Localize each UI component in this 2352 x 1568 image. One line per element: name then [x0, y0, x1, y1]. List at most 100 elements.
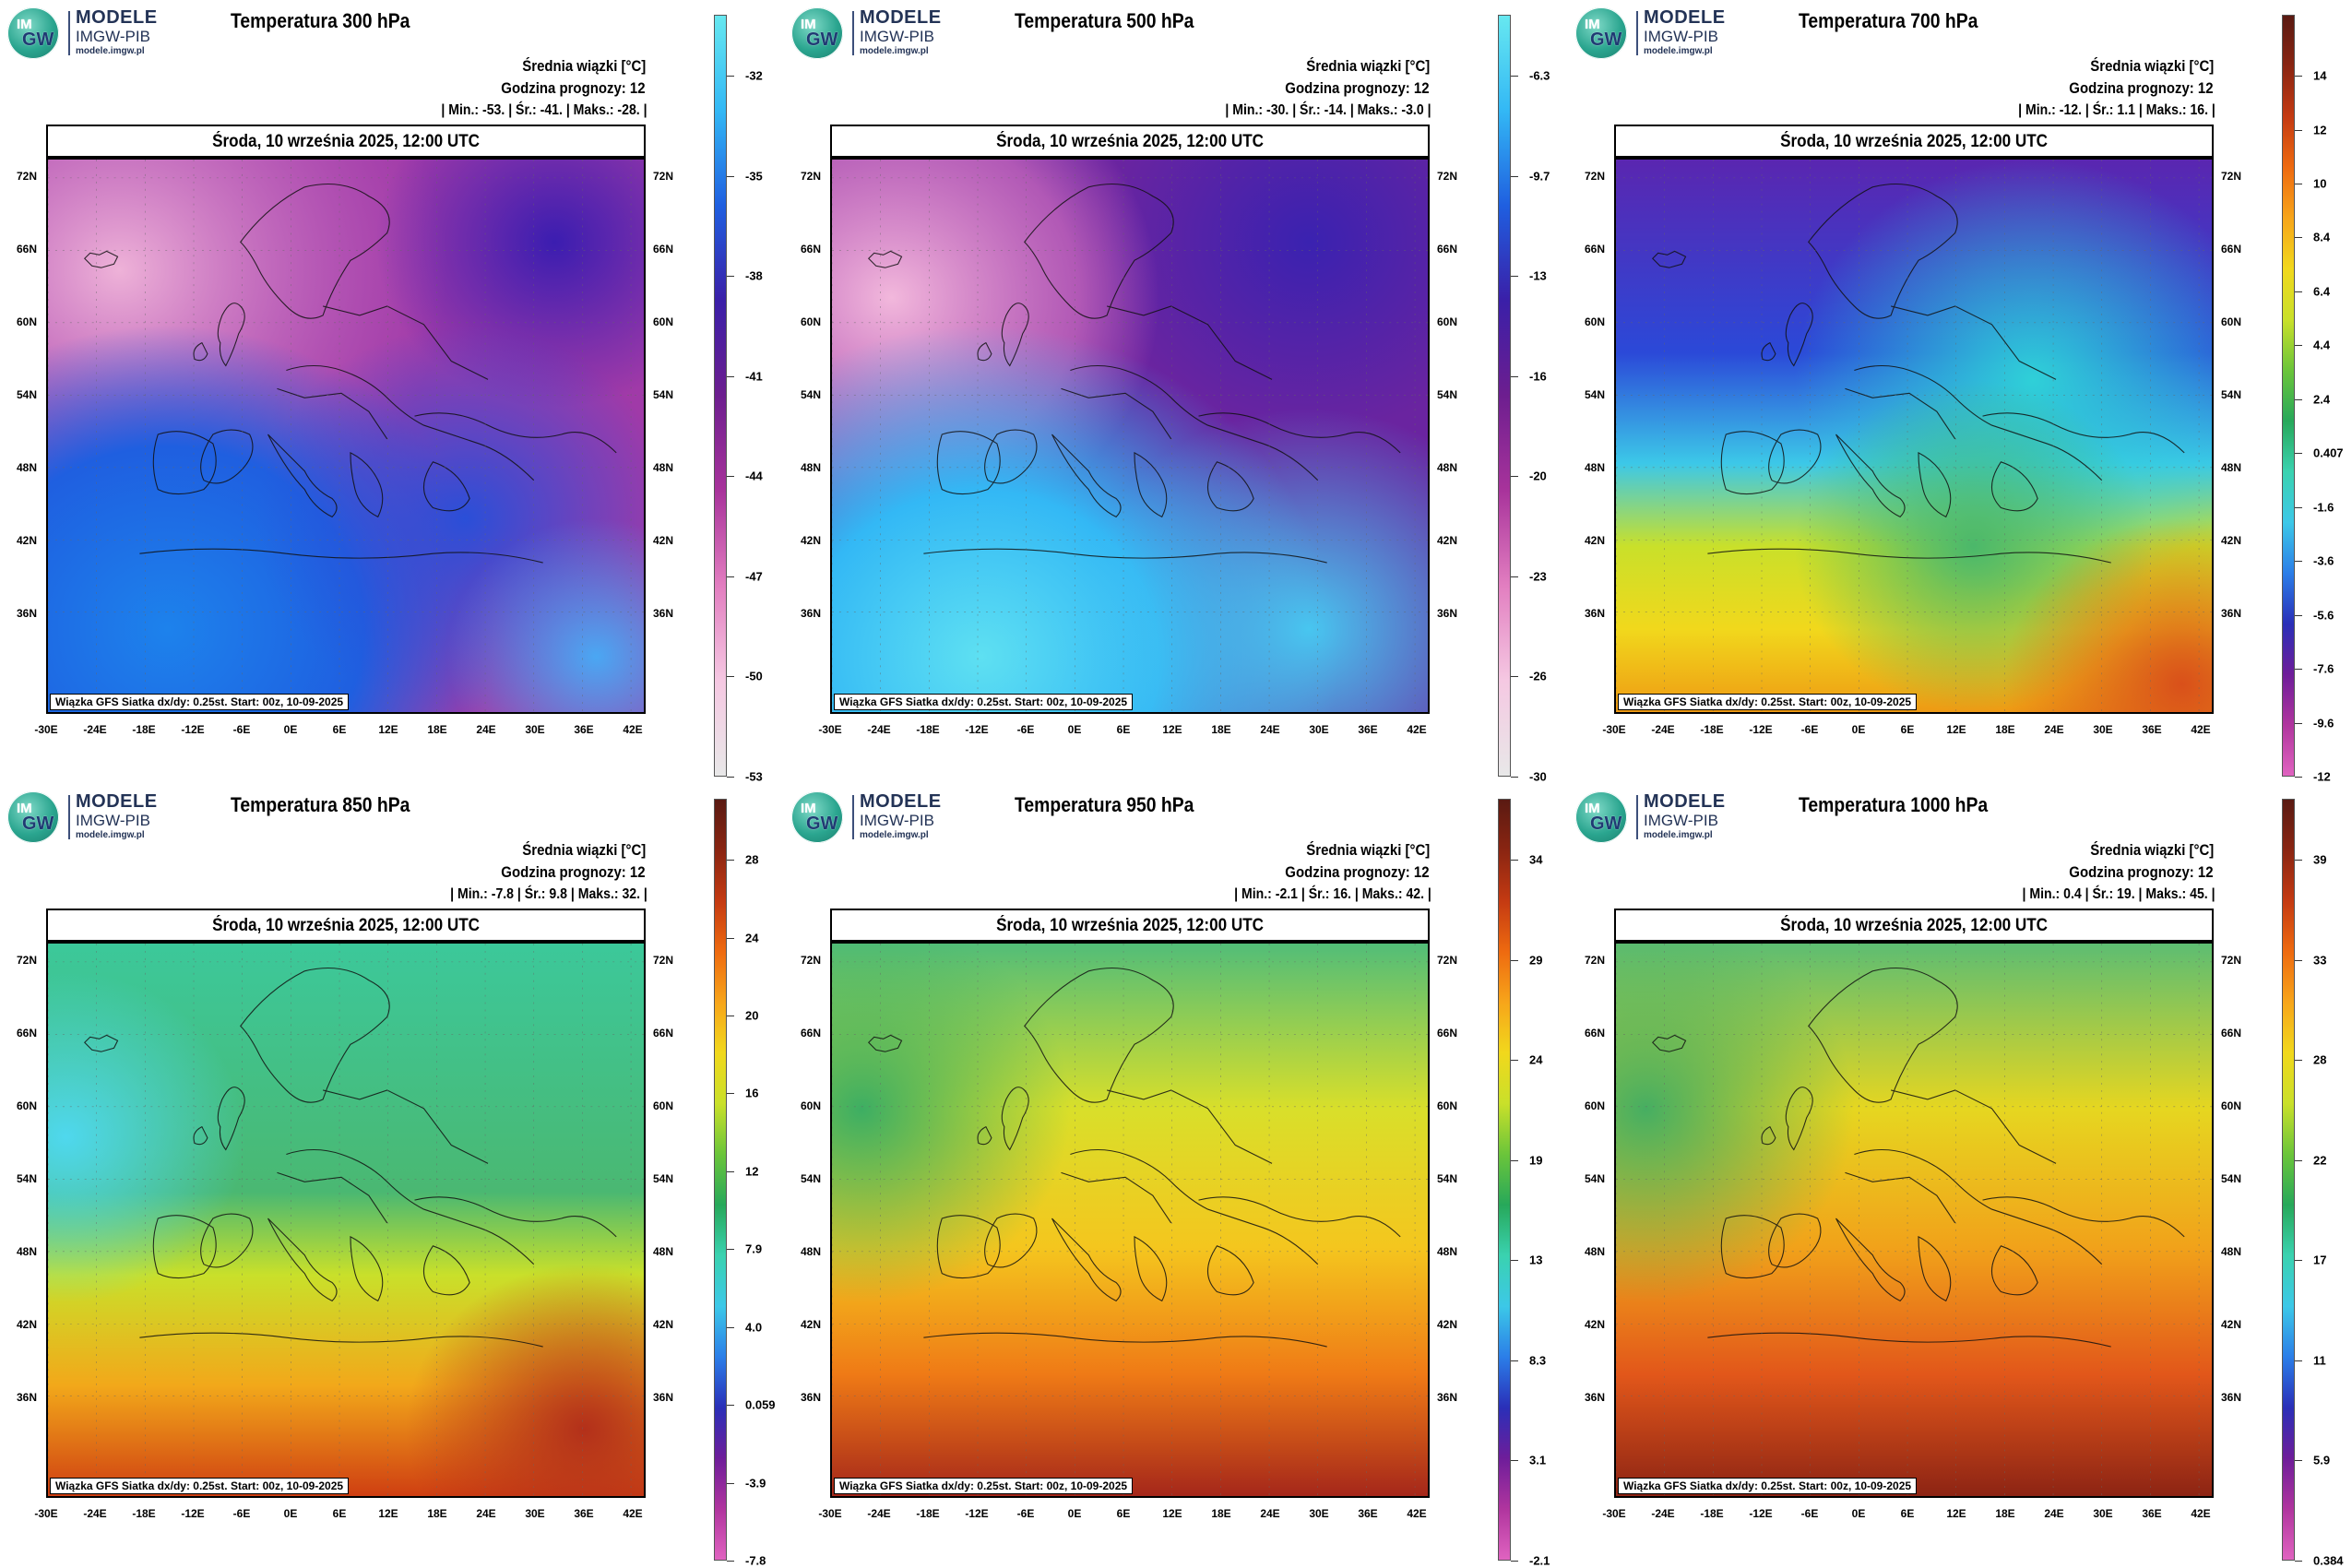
panel-title: Temperatura 850 hPa	[231, 793, 410, 816]
logo-line1: MODELE	[860, 7, 942, 28]
min-mean-max-stats: | Min.: -12. | Śr.: 1.1 | Maks.: 16. |	[2018, 102, 2215, 118]
longitude-label: 12E	[378, 1507, 398, 1520]
latitude-label-right: 72N	[653, 170, 674, 183]
color-scale-tick: -7.8	[745, 1553, 766, 1568]
logo-line1: MODELE	[76, 791, 158, 812]
color-scale-tick: 0.384	[2313, 1553, 2344, 1568]
color-scale-tick-mark	[2295, 398, 2302, 400]
longitude-label: -6E	[232, 1507, 251, 1520]
longitude-label: 42E	[623, 1507, 643, 1520]
longitude-label: 42E	[2191, 1507, 2211, 1520]
longitude-label: 6E	[1116, 723, 1131, 736]
model-info-footer: Wiązka GFS Siatka dx/dy: 0.25st. Start: …	[50, 694, 350, 710]
longitude-label: -18E	[916, 1507, 940, 1520]
latitude-label-left: 66N	[801, 1027, 822, 1039]
latitude-label-right: 66N	[653, 1027, 674, 1039]
color-scale-tick-mark	[2295, 561, 2302, 563]
latitude-label-left: 42N	[1585, 534, 1606, 547]
longitude-label: 24E	[2044, 1507, 2064, 1520]
latitude-label-left: 42N	[17, 534, 38, 547]
latitude-label-right: 42N	[2221, 1318, 2242, 1331]
temperature-field	[48, 160, 644, 712]
latitude-label-right: 60N	[1437, 315, 1458, 328]
valid-date-bar: Środa, 10 września 2025, 12:00 UTC	[1614, 909, 2214, 942]
latitude-label-left: 54N	[801, 1172, 822, 1185]
latitude-label-right: 72N	[1437, 954, 1458, 967]
logo-emblem: IM GW	[791, 7, 843, 59]
longitude-label: 6E	[1116, 1507, 1131, 1520]
color-scale-tick: -23	[1529, 569, 1547, 584]
latitude-label-right: 60N	[653, 315, 674, 328]
longitude-label: -12E	[1749, 723, 1773, 736]
map-panel: IM GW MODELE IMGW-PIB modele.imgw.pl Temperat…	[784, 784, 1568, 1568]
longitude-label: -12E	[181, 1507, 205, 1520]
latitude-label-right: 66N	[653, 243, 674, 255]
color-scale-tick: 8.3	[1529, 1353, 1547, 1368]
color-scale-tick: 24	[1529, 1052, 1543, 1067]
latitude-label-right: 42N	[2221, 534, 2242, 547]
latitude-label-left: 48N	[1585, 461, 1606, 474]
color-scale-tick-mark	[727, 476, 734, 478]
latitude-label-left: 42N	[801, 534, 822, 547]
color-scale-tick: 33	[2313, 953, 2327, 968]
longitude-label: 18E	[1995, 723, 2015, 736]
color-scale-tick-mark	[1511, 1159, 1518, 1161]
color-scale-tick-mark	[1511, 576, 1518, 577]
color-scale-tick: -30	[1529, 769, 1547, 784]
color-scale-tick: 16	[745, 1086, 759, 1100]
color-scale-tick-mark	[1511, 777, 1518, 778]
latitude-label-right: 54N	[1437, 388, 1458, 401]
logo-divider	[1636, 795, 1638, 839]
latitude-label-right: 66N	[2221, 1027, 2242, 1039]
latitude-label-right: 36N	[653, 607, 674, 620]
longitude-label: -18E	[132, 723, 156, 736]
valid-date-bar: Środa, 10 września 2025, 12:00 UTC	[1614, 125, 2214, 158]
latitude-label-right: 48N	[2221, 461, 2242, 474]
longitude-label: 36E	[1358, 1507, 1378, 1520]
longitude-label: 6E	[332, 1507, 347, 1520]
imgw-logo: IM GW MODELE IMGW-PIB modele.imgw.pl	[791, 791, 967, 843]
logo-gw-text: GW	[806, 30, 838, 50]
longitude-label: 18E	[427, 723, 447, 736]
color-scale-tick-mark	[1511, 1360, 1518, 1361]
color-scale-tick-mark	[2295, 1561, 2302, 1562]
map-panel: IM GW MODELE IMGW-PIB modele.imgw.pl Temperat…	[0, 784, 784, 1568]
longitude-label: 18E	[427, 1507, 447, 1520]
color-scale-tick: 0.059	[745, 1397, 776, 1412]
valid-date-bar: Środa, 10 września 2025, 12:00 UTC	[46, 909, 646, 942]
longitude-label: 42E	[623, 723, 643, 736]
color-scale-tick: 28	[745, 852, 759, 867]
color-scale-tick: 4.4	[2313, 338, 2331, 352]
color-scale	[714, 799, 727, 1561]
color-scale-tick-mark	[2295, 614, 2302, 616]
color-scale-tick-mark	[1511, 959, 1518, 961]
forecast-hour: Godzina prognozy: 12	[2069, 79, 2214, 97]
color-scale-tick-mark	[2295, 237, 2302, 239]
ensemble-mean-label: Średnia wiązki [°C]	[2089, 841, 2214, 859]
logo-divider	[852, 11, 854, 55]
imgw-logo: IM GW MODELE IMGW-PIB modele.imgw.pl	[791, 7, 967, 59]
latitude-label-left: 66N	[17, 243, 38, 255]
color-scale-tick: 2.4	[2313, 392, 2331, 407]
latitude-label-left: 72N	[1585, 170, 1606, 183]
logo-emblem: IM GW	[1575, 791, 1627, 843]
longitude-label: -6E	[1016, 723, 1035, 736]
color-scale-tick-mark	[1511, 175, 1518, 177]
color-scale-tick-mark	[2295, 777, 2302, 778]
longitude-label: -24E	[867, 1507, 891, 1520]
color-scale-tick: 13	[1529, 1253, 1543, 1267]
color-scale-tick-mark	[727, 1326, 734, 1328]
latitude-label-right: 42N	[653, 1318, 674, 1331]
color-scale-tick-mark	[2295, 959, 2302, 961]
color-scale-tick-mark	[1511, 860, 1518, 861]
model-info-footer: Wiązka GFS Siatka dx/dy: 0.25st. Start: …	[834, 1478, 1134, 1494]
color-scale-tick-mark	[727, 175, 734, 177]
longitude-label: -30E	[818, 723, 842, 736]
latitude-label-left: 48N	[1585, 1245, 1606, 1258]
logo-line2: IMGW-PIB	[1644, 812, 1718, 829]
color-scale-tick-mark	[2295, 1460, 2302, 1462]
color-scale-tick-mark	[2295, 669, 2302, 671]
min-mean-max-stats: | Min.: -7.8 | Śr.: 9.8 | Maks.: 32. |	[450, 886, 647, 902]
forecast-hour: Godzina prognozy: 12	[1285, 79, 1430, 97]
latitude-label-right: 54N	[653, 1172, 674, 1185]
